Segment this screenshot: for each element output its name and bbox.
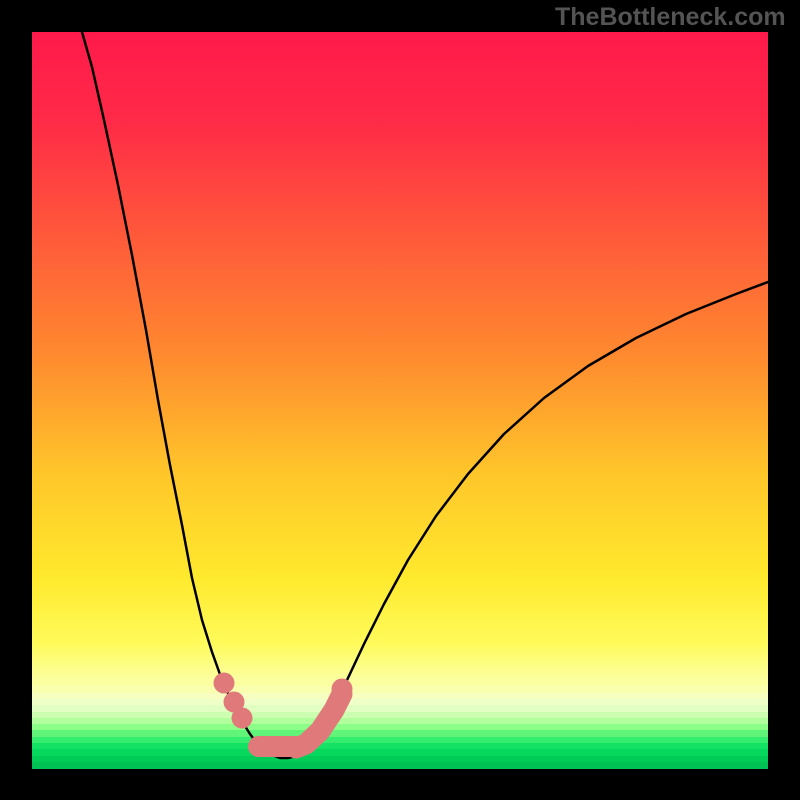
- watermark-text: TheBottleneck.com: [555, 3, 786, 32]
- marker-dot: [214, 673, 235, 694]
- bottleneck-curve: [82, 32, 768, 758]
- marker-pill: [296, 694, 342, 748]
- bottleneck-curve-layer: [0, 0, 800, 800]
- chart-stage: TheBottleneck.com: [0, 0, 800, 800]
- marker-dot: [332, 679, 353, 700]
- marker-dot: [232, 708, 253, 729]
